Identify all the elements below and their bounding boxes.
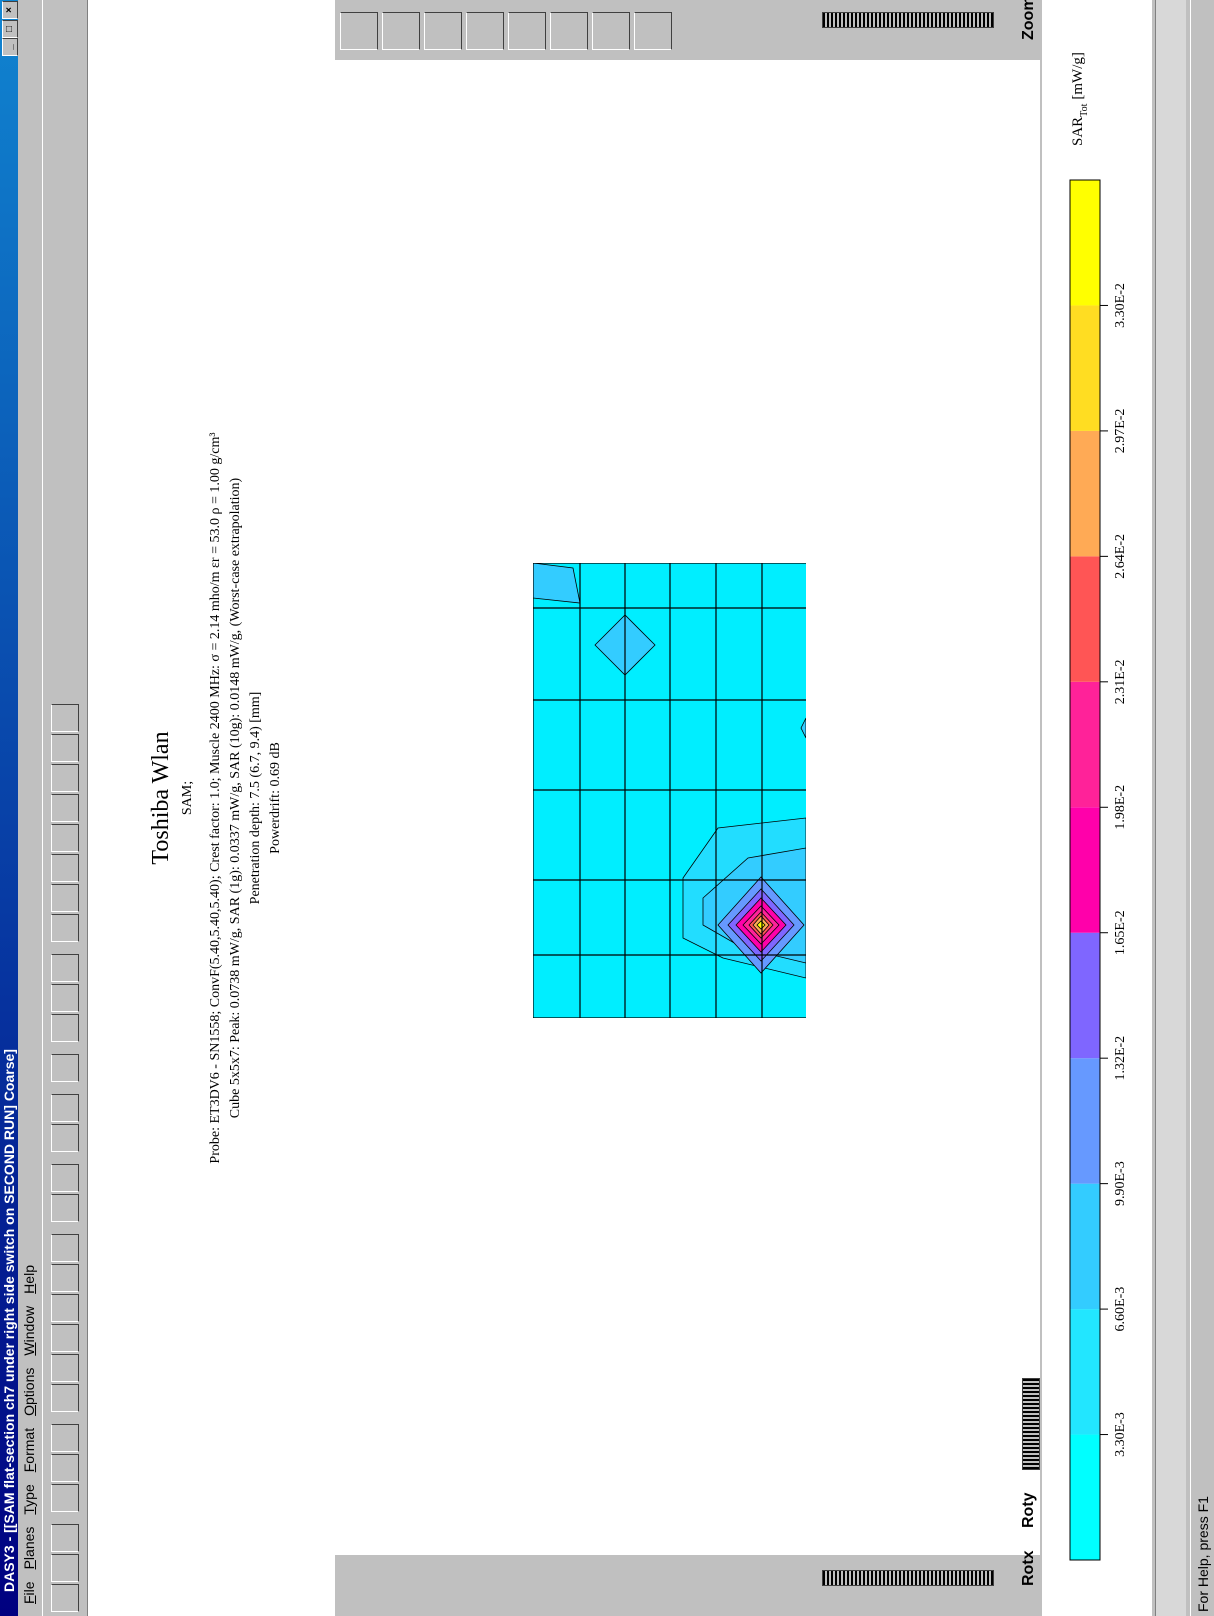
menu-item[interactable]: Format [21,1427,37,1473]
status-bar: For Help, press F1 [1190,0,1214,1616]
legend-tick-label: 3.30E-3 [1113,1412,1128,1457]
toolbar [42,0,88,1616]
legend-tick-label: 1.32E-2 [1113,1036,1128,1081]
legend-title: SARTot [mW/g] [1070,52,1090,146]
toolbar-button[interactable] [51,1524,79,1552]
contour [756,920,766,930]
toolbar-button[interactable] [51,1424,79,1452]
document-line: Penetration depth: 7.5 (6.7, 9.4) [mm] [248,691,263,905]
tool-button[interactable] [592,12,630,50]
title-bar: DASY3 - [[SAM flat-section ch7 under rig… [0,0,18,1616]
menu-item[interactable]: Planes [21,1526,37,1570]
menu-item[interactable]: Type [21,1484,37,1515]
toolbar-button[interactable] [51,954,79,982]
legend-tick-label: 2.64E-2 [1113,534,1128,579]
legend-label: SAR [1070,117,1086,146]
toolbar-button[interactable] [51,854,79,882]
legend-swatch [1070,1058,1100,1184]
tool-button[interactable] [508,12,546,50]
contour-plot [533,563,806,1018]
toolbar-button[interactable] [51,1584,79,1612]
menu-item[interactable]: Help [21,1265,37,1294]
toolbar-button[interactable] [51,1384,79,1412]
color-legend: 3.30E-3 6.60E-3 9.90E-3 1.32E-2 1.65E-2 1.98E… [1069,52,1128,1561]
legend-swatch [1070,1183,1100,1310]
toolbar-button[interactable] [51,1014,79,1042]
roty-label[interactable]: Roty [1020,1492,1037,1528]
legend-swatch [1070,932,1100,1059]
rotx-slider[interactable] [822,1570,994,1586]
menu-bar: File Planes Type Format Options Window Help [18,0,40,1616]
tool-button[interactable] [634,12,672,50]
legend-swatch [1070,556,1100,682]
toolbar-button[interactable] [51,1234,79,1262]
legend-swatch [1070,807,1100,933]
zoom-label[interactable]: Zoom [1020,0,1037,40]
toolbar-button[interactable] [51,764,79,792]
document-line: Powerdrift: 0.69 dB [268,742,283,854]
tool-button[interactable] [550,12,588,50]
toolbar-button[interactable] [51,1054,79,1082]
close[interactable]: × [2,1,18,19]
scrollbar[interactable] [1155,0,1186,1616]
toolbar-button[interactable] [51,794,79,822]
legend-swatch [1070,1434,1100,1560]
grid [533,563,806,1018]
legend-swatch [1070,430,1100,557]
contour [800,717,806,739]
legend-tick-label: 2.31E-2 [1113,659,1128,704]
legend-swatch [1070,180,1100,306]
legend-frame [1069,179,1101,1561]
toolbar-button[interactable] [51,1164,79,1192]
legend-swatch [1070,1309,1100,1435]
menu-item[interactable]: Options [21,1367,37,1416]
roty-slider[interactable] [1022,1378,1040,1470]
legend-tick-label: 2.97E-2 [1113,409,1128,454]
toolbar-button[interactable] [51,1354,79,1382]
legend-tick-label: 6.60E-3 [1113,1287,1128,1332]
legend-label-sub: Tot [1079,103,1090,116]
tool-button[interactable] [424,12,462,50]
zoom-slider[interactable] [822,12,994,28]
toolbar-button[interactable] [51,1094,79,1122]
toolbar-button[interactable] [51,1264,79,1292]
document-line: Cube 5x5x7: Peak: 0.0738 mW/g, SAR (1g):… [228,477,243,1119]
menu-item[interactable]: Window [21,1305,37,1356]
toolbar-button[interactable] [51,1484,79,1512]
legend-swatch [1070,305,1100,431]
legend-tick-label: 3.30E-2 [1113,283,1128,328]
document-line: SAM; [180,780,195,816]
toolbar-button[interactable] [51,1294,79,1322]
tool-button[interactable] [466,12,504,50]
tool-button[interactable] [382,12,420,50]
legend-tick-label: 9.90E-3 [1113,1161,1128,1206]
toolbar-button[interactable] [51,1324,79,1352]
maximize[interactable]: □ [2,20,18,38]
toolbar-button[interactable] [51,984,79,1012]
toolbar-button[interactable] [51,1124,79,1152]
legend-tick-label: 1.65E-2 [1113,910,1128,955]
toolbar-button[interactable] [51,734,79,762]
toolbar-button[interactable] [51,914,79,942]
toolbar-button[interactable] [51,1554,79,1582]
toolbar-button[interactable] [51,1454,79,1482]
toolbar-button[interactable] [51,1194,79,1222]
tool-button[interactable] [340,12,378,50]
minimize[interactable]: _ [2,38,18,56]
toolbar-button[interactable] [51,704,79,732]
legend-unit: [mW/g] [1070,52,1086,99]
toolbar-button[interactable] [51,884,79,912]
toolbar-button[interactable] [51,824,79,852]
legend-tick-label: 1.98E-2 [1113,785,1128,830]
contour [533,563,581,604]
legend-swatch [1070,681,1100,808]
document-title: Toshiba Wlan [148,731,174,865]
rotx-label[interactable]: Rotx [1020,1550,1037,1586]
menu-item[interactable]: File [21,1581,37,1604]
document-line: Probe: ET3DV6 - SN1558; ConvF(5.40,5.40,… [208,432,223,1164]
window-title: DASY3 - [[SAM flat-section ch7 under rig… [1,1049,17,1592]
